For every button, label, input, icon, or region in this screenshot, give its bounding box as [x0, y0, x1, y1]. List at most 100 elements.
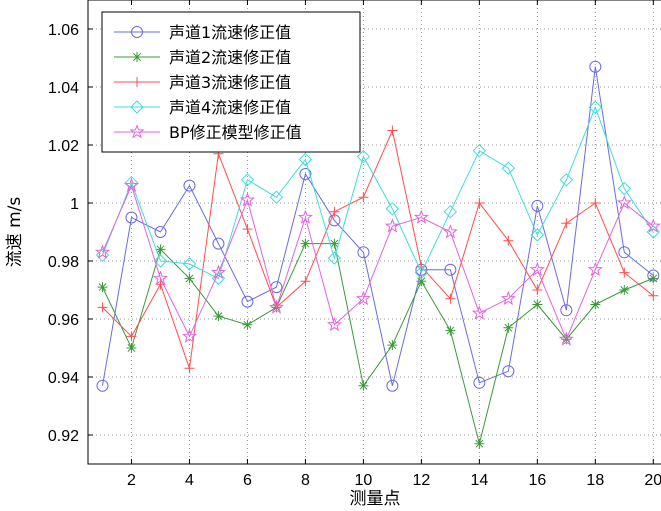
series-3-point [445, 293, 456, 304]
series-2-point [126, 343, 137, 353]
series-1-point [444, 263, 457, 276]
series-5-line [102, 184, 654, 341]
x-tick-label: 20 [644, 472, 661, 489]
series-1-point [96, 379, 109, 392]
legend-label: 声道4流速修正值 [169, 98, 291, 117]
series-4 [95, 100, 661, 286]
x-tick-label: 4 [185, 472, 194, 489]
x-tick-label: 16 [528, 472, 546, 489]
series-1-point [502, 365, 515, 378]
legend-swatch-marker [130, 100, 144, 114]
legend-label: 声道3流速修正值 [169, 73, 291, 92]
series-4-point [356, 149, 371, 164]
series-1-point [618, 246, 631, 259]
y-tick-label: 0.98 [48, 254, 79, 271]
series-5-point [181, 328, 198, 343]
series-4-point [385, 202, 400, 216]
series-1-point [531, 199, 544, 212]
series-5-point [442, 224, 458, 239]
legend-swatch-marker [129, 124, 145, 139]
series-3-point [126, 331, 137, 342]
y-tick-label: 0.96 [48, 312, 79, 329]
legend-item-2: 声道2流速修正值 [114, 48, 291, 67]
legend-swatch-marker [132, 52, 142, 62]
series-4-point [559, 173, 574, 187]
series-2-point [329, 238, 340, 249]
series-5-point [210, 264, 226, 280]
plot-area-frame [87, 0, 661, 465]
series-4-point [472, 144, 487, 158]
legend-item-5: BP修正模型修正值 [114, 123, 302, 142]
series-5-point [355, 290, 371, 306]
legend-item-3: 声道3流速修正值 [114, 73, 291, 92]
series-1-point [125, 211, 138, 224]
series-5-point [94, 244, 111, 259]
series-5-point [587, 261, 603, 277]
x-tick-label: 6 [243, 472, 252, 489]
series-2-point [184, 273, 195, 284]
axis-ticks: 2 4 6 8 10 12 14 16 18 20 0.92 0.94 0.96 0.98 1 1.02 1.0… [48, 0, 661, 489]
series-5-point [645, 218, 661, 233]
x-tick-label: 14 [470, 472, 488, 489]
series-4-point [646, 225, 661, 239]
series-2-point [97, 282, 108, 293]
series-4-point [327, 251, 342, 265]
series-2 [97, 238, 659, 449]
x-tick-label: 2 [127, 472, 136, 489]
series-3-point [619, 267, 630, 278]
x-tick-label: 8 [301, 472, 310, 489]
series-3-point [242, 224, 253, 235]
legend-swatch-marker [132, 77, 142, 87]
series-2-point [445, 325, 456, 336]
x-tick-label: 12 [412, 472, 430, 489]
series-4-point [298, 152, 313, 167]
series-3-point [387, 125, 398, 136]
legend-item-4: 声道4流速修正值 [114, 98, 291, 117]
series-2-point [155, 244, 166, 255]
series-4-point [617, 181, 632, 196]
series-5-point [616, 195, 632, 210]
series-5-point [413, 209, 429, 224]
series-1-point [299, 168, 312, 180]
series-3-point [184, 363, 195, 374]
series-5-point [326, 316, 342, 332]
series-5-point [123, 177, 140, 193]
series-5-point [558, 331, 574, 346]
series-2-point [387, 340, 398, 351]
series-4-point [530, 228, 545, 242]
legend-label: 声道2流速修正值 [169, 48, 291, 67]
series-1-line [101, 66, 654, 386]
series-4-point [269, 190, 284, 204]
series-3-line [102, 128, 654, 369]
series-layer [94, 60, 661, 449]
legend-label: BP修正模型修正值 [169, 123, 302, 142]
series-4-point [182, 257, 197, 271]
series-3-point [329, 206, 340, 217]
series-4-point [211, 271, 226, 286]
x-axis-label: 测量点 [350, 489, 401, 509]
series-3-point [474, 198, 485, 208]
series-3-point [503, 235, 514, 246]
series-5-point [384, 218, 400, 233]
series-2-point [242, 319, 253, 330]
series-2-point [619, 285, 630, 295]
series-4-line [102, 105, 654, 280]
series-3-point [97, 302, 108, 313]
series-3-point [561, 218, 572, 229]
legend-label: 声道1流速修正值 [169, 23, 291, 42]
y-tick-label: 0.92 [48, 428, 79, 445]
series-3-point [532, 285, 543, 295]
x-tick-label: 18 [586, 472, 604, 489]
series-3-point [648, 290, 659, 301]
series-2-line [102, 243, 654, 444]
series-2-point [358, 380, 369, 391]
legend-swatch-marker [131, 26, 143, 38]
series-4-point [501, 161, 516, 175]
series-5-point [239, 192, 255, 207]
series-2-point [474, 438, 485, 449]
y-tick-label: 1.06 [48, 22, 79, 39]
series-2-point [300, 238, 311, 249]
series-2-point [532, 299, 543, 310]
x-tick-label: 10 [355, 472, 373, 489]
